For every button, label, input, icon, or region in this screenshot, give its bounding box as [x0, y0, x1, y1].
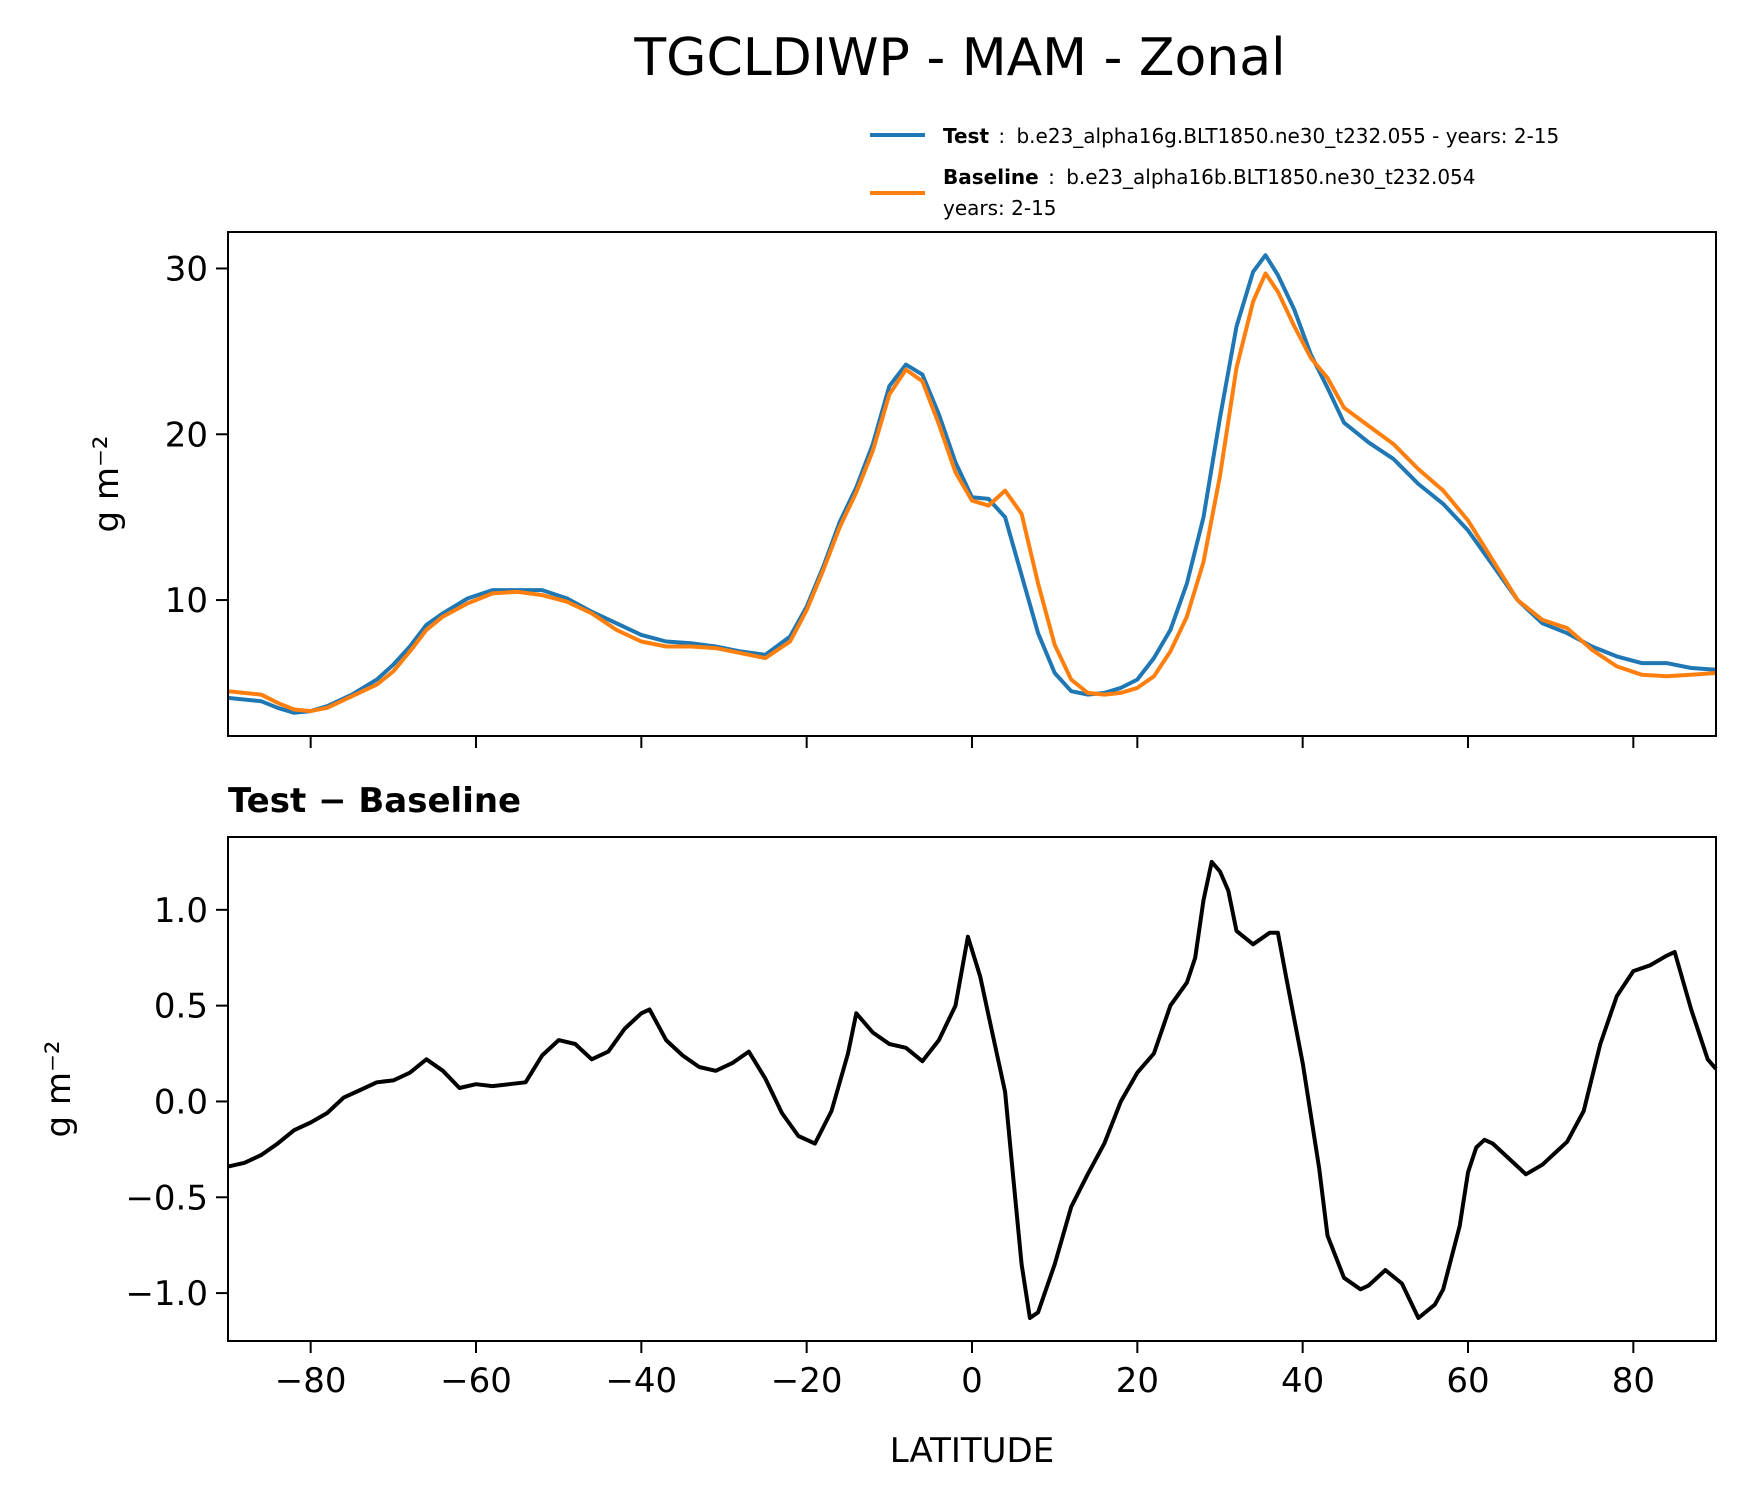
legend-test-name: Test: [943, 124, 989, 148]
bottom-y-tick-label: −1.0: [125, 1274, 208, 1314]
bottom-panel: Test − Baseline −80 −60 −40 −20 0 20 40 60 80 −1.…: [39, 781, 1718, 1471]
bottom-x-tick-label: −40: [605, 1361, 677, 1401]
top-series-test-line: [227, 253, 1717, 715]
bottom-x-tick-label: 40: [1281, 1361, 1324, 1401]
bottom-y-tick-label: 1.0: [154, 891, 208, 931]
bottom-x-tick-label: −80: [275, 1361, 347, 1401]
diff-panel-title: Test − Baseline: [228, 781, 521, 821]
bottom-series-difference-line: [227, 859, 1718, 1320]
top-series-layer: [227, 253, 1717, 715]
x-axis-label: LATITUDE: [890, 1431, 1054, 1471]
bottom-x-tick-label: 80: [1612, 1361, 1655, 1401]
bottom-y-tick-label: 0.5: [154, 987, 208, 1027]
top-series-baseline-line: [227, 271, 1717, 714]
bottom-y-tick-label: 0.0: [154, 1082, 208, 1122]
legend-test-sep: :: [998, 124, 1005, 148]
legend-test-label: Test : b.e23_alpha16g.BLT1850.ne30_t232.…: [943, 124, 1559, 148]
legend-baseline-desc: b.e23_alpha16b.BLT1850.ne30_t232.054: [1066, 165, 1475, 189]
bottom-x-tick-label: 20: [1116, 1361, 1159, 1401]
legend: Test : b.e23_alpha16g.BLT1850.ne30_t232.…: [870, 124, 1559, 220]
top-tick-layer: 10 20 30: [165, 249, 1635, 748]
bottom-x-tick-label: 0: [961, 1361, 983, 1401]
bottom-plot-frame: [227, 836, 1717, 1342]
top-y-tick-label: 30: [165, 249, 208, 289]
legend-baseline-desc2: years: 2-15: [943, 196, 1057, 220]
legend-baseline-label: Baseline : b.e23_alpha16b.BLT1850.ne30_t…: [943, 165, 1476, 189]
legend-test-desc: b.e23_alpha16g.BLT1850.ne30_t232.055 - y…: [1016, 124, 1559, 148]
bottom-series-layer: [227, 859, 1718, 1320]
top-y-axis-label: g m⁻²: [87, 435, 127, 532]
bottom-x-tick-label: 60: [1446, 1361, 1489, 1401]
bottom-x-tick-label: −60: [440, 1361, 512, 1401]
bottom-y-tick-label: −0.5: [125, 1178, 208, 1218]
top-plot-frame: [227, 231, 1717, 737]
top-panel: 10 20 30 g m⁻²: [87, 231, 1717, 748]
legend-baseline-sep: :: [1048, 165, 1055, 189]
top-y-tick-label: 20: [165, 415, 208, 455]
legend-baseline-name: Baseline: [943, 165, 1039, 189]
bottom-y-axis-label: g m⁻²: [39, 1040, 79, 1137]
bottom-tick-layer: −80 −60 −40 −20 0 20 40 60 80 −1.0 −0.5 0.0 0.5 1.0: [125, 891, 1655, 1401]
figure-title: TGCLDIWP - MAM - Zonal: [633, 28, 1285, 88]
top-y-tick-label: 10: [165, 581, 208, 621]
bottom-x-tick-label: −20: [771, 1361, 843, 1401]
